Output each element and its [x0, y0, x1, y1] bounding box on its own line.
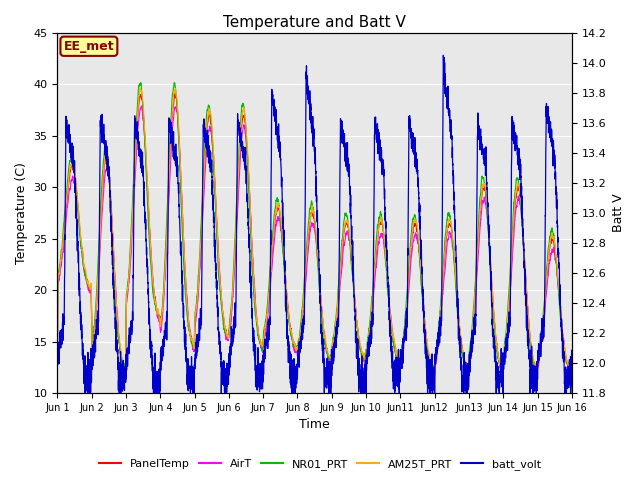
AM25T_PRT: [54, 369, 61, 375]
AirT: [401, 328, 409, 334]
NR01_PRT: [137, 80, 145, 85]
batt_volt: [440, 52, 447, 58]
batt_volt: [296, 364, 303, 370]
Line: AirT: AirT: [58, 106, 572, 428]
AirT: [568, 425, 576, 431]
batt_volt: [146, 335, 154, 341]
AirT: [138, 103, 145, 109]
AM25T_PRT: [401, 320, 409, 326]
PanelTemp: [296, 338, 303, 344]
batt_volt: [568, 379, 575, 384]
PanelTemp: [568, 368, 575, 373]
AM25T_PRT: [430, 366, 438, 372]
Line: PanelTemp: PanelTemp: [58, 94, 572, 425]
NR01_PRT: [568, 365, 575, 371]
PanelTemp: [401, 322, 409, 327]
NR01_PRT: [54, 367, 61, 373]
AM25T_PRT: [136, 85, 144, 91]
NR01_PRT: [146, 251, 154, 257]
Line: batt_volt: batt_volt: [58, 55, 572, 393]
AirT: [146, 230, 154, 236]
X-axis label: Time: Time: [300, 419, 330, 432]
PanelTemp: [146, 233, 154, 239]
NR01_PRT: [430, 365, 438, 371]
batt_volt: [568, 384, 576, 389]
AM25T_PRT: [568, 366, 575, 372]
Title: Temperature and Batt V: Temperature and Batt V: [223, 15, 406, 30]
PanelTemp: [568, 422, 576, 428]
AirT: [430, 372, 438, 377]
batt_volt: [401, 333, 409, 338]
AirT: [459, 351, 467, 357]
AM25T_PRT: [296, 336, 303, 342]
PanelTemp: [459, 352, 467, 358]
AirT: [296, 345, 303, 351]
batt_volt: [459, 374, 467, 380]
PanelTemp: [430, 367, 438, 373]
batt_volt: [430, 377, 438, 383]
NR01_PRT: [401, 313, 409, 319]
AirT: [568, 371, 575, 377]
Text: EE_met: EE_met: [63, 40, 114, 53]
Y-axis label: Temperature (C): Temperature (C): [15, 162, 28, 264]
Line: NR01_PRT: NR01_PRT: [58, 83, 572, 423]
AM25T_PRT: [459, 348, 467, 353]
NR01_PRT: [459, 354, 467, 360]
PanelTemp: [171, 91, 179, 96]
Y-axis label: Batt V: Batt V: [612, 193, 625, 232]
Legend: PanelTemp, AirT, NR01_PRT, AM25T_PRT, batt_volt: PanelTemp, AirT, NR01_PRT, AM25T_PRT, ba…: [94, 455, 546, 474]
Line: AM25T_PRT: AM25T_PRT: [58, 88, 572, 426]
AM25T_PRT: [568, 423, 576, 429]
batt_volt: [81, 390, 89, 396]
NR01_PRT: [296, 336, 303, 342]
AM25T_PRT: [146, 235, 154, 241]
batt_volt: [54, 360, 61, 366]
NR01_PRT: [568, 420, 576, 426]
PanelTemp: [54, 368, 61, 374]
AirT: [54, 373, 61, 379]
